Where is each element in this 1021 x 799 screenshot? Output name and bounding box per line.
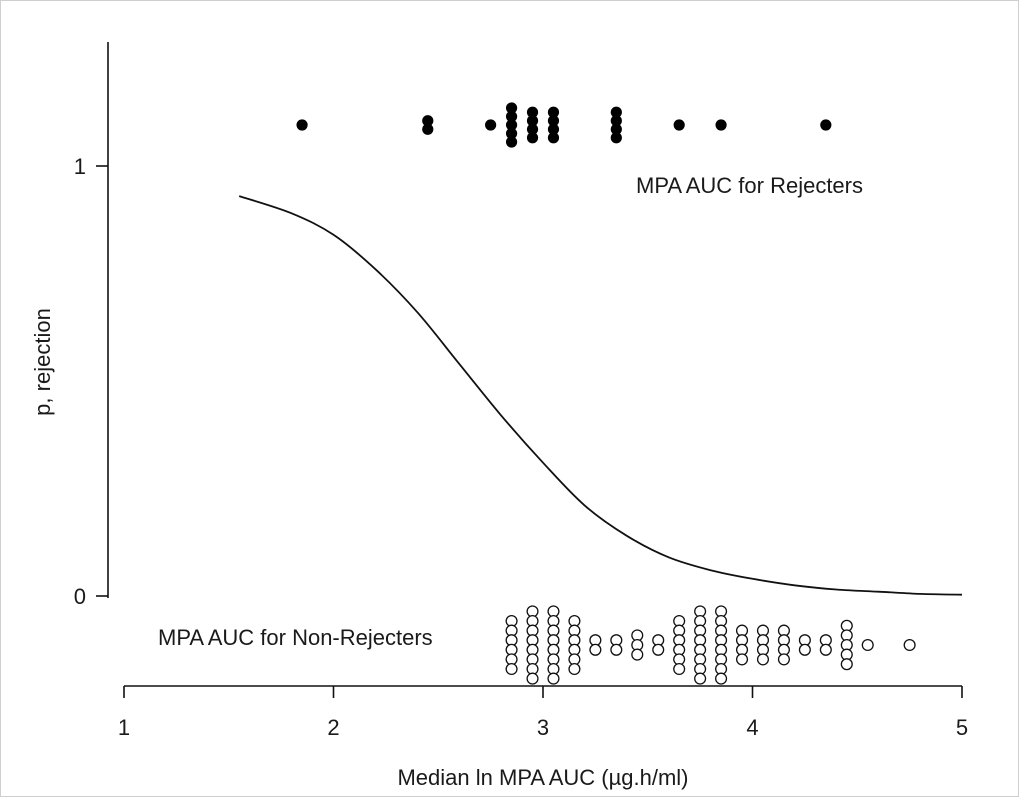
rejecter-point bbox=[547, 132, 560, 144]
rejecter-point bbox=[422, 123, 434, 135]
non-rejecter-point bbox=[610, 643, 623, 656]
rejecter-point bbox=[526, 115, 539, 127]
rejecter-point bbox=[547, 106, 560, 118]
rejecter-point bbox=[610, 132, 622, 144]
rejecter-point bbox=[485, 119, 497, 131]
non-rejecter-point bbox=[694, 672, 707, 685]
rejecter-point bbox=[505, 136, 518, 148]
rejecter-points bbox=[296, 102, 832, 148]
non-rejecter-point bbox=[526, 672, 539, 685]
x-tick-label-4: 4 bbox=[746, 715, 758, 740]
logistic-curve bbox=[238, 195, 963, 596]
rejecter-point bbox=[673, 119, 685, 131]
rejecter-point bbox=[547, 123, 560, 135]
rejecters-annotation: MPA AUC for Rejecters bbox=[636, 173, 863, 198]
y-tick-label-0: 0 bbox=[74, 584, 86, 609]
rejecter-point bbox=[526, 132, 539, 144]
rejecter-point bbox=[296, 119, 308, 131]
non-rejecter-point bbox=[673, 662, 686, 676]
rejecter-point bbox=[505, 102, 518, 114]
x-ticks: 1 2 3 4 5 bbox=[118, 686, 968, 740]
non-rejecter-points bbox=[505, 605, 916, 685]
x-tick-label-1: 1 bbox=[118, 715, 130, 740]
non-rejecter-point bbox=[715, 672, 728, 685]
rejecter-point bbox=[820, 119, 832, 131]
non-rejecter-point bbox=[777, 653, 790, 666]
y-ticks: 01 bbox=[74, 154, 108, 609]
rejecter-point bbox=[505, 127, 518, 140]
rejecter-point bbox=[610, 115, 622, 127]
y-tick-label-1: 1 bbox=[74, 154, 86, 179]
non-rejecter-point bbox=[631, 648, 644, 661]
x-axis-title: Median ln MPA AUC (µg.h/ml) bbox=[397, 765, 688, 790]
x-tick-label-3: 3 bbox=[537, 715, 549, 740]
rejecter-point bbox=[505, 110, 518, 123]
rejecter-point bbox=[505, 119, 518, 131]
non-rejecter-point bbox=[819, 643, 832, 656]
x-tick-label-5: 5 bbox=[956, 715, 968, 740]
non-rejecter-point bbox=[756, 653, 770, 666]
rejecter-point bbox=[526, 123, 539, 135]
non-rejecter-point bbox=[652, 643, 665, 656]
rejecter-point bbox=[547, 115, 560, 127]
non-rejecter-point bbox=[798, 643, 811, 656]
rejecter-point bbox=[715, 119, 727, 131]
non-rejecter-point bbox=[903, 638, 916, 652]
non-rejecters-annotation: MPA AUC for Non-Rejecters bbox=[158, 625, 433, 650]
non-rejecter-point bbox=[735, 653, 749, 666]
x-tick-label-2: 2 bbox=[327, 715, 339, 740]
non-rejecter-point bbox=[505, 662, 518, 676]
rejecter-point bbox=[610, 123, 622, 135]
non-rejecter-point bbox=[568, 662, 581, 676]
non-rejecter-point bbox=[547, 672, 560, 685]
rejecter-point bbox=[526, 106, 539, 118]
non-rejecter-point bbox=[861, 638, 874, 652]
rejecter-point bbox=[422, 115, 434, 127]
non-rejecter-point bbox=[840, 658, 853, 671]
rejecter-point bbox=[610, 106, 622, 118]
y-axis-title: p, rejection bbox=[30, 308, 55, 416]
non-rejecter-point bbox=[589, 643, 602, 656]
